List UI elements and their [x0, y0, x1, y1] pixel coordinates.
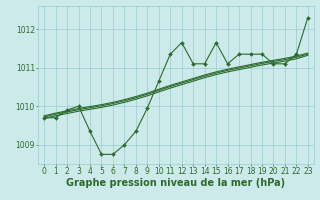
X-axis label: Graphe pression niveau de la mer (hPa): Graphe pression niveau de la mer (hPa) [67, 178, 285, 188]
